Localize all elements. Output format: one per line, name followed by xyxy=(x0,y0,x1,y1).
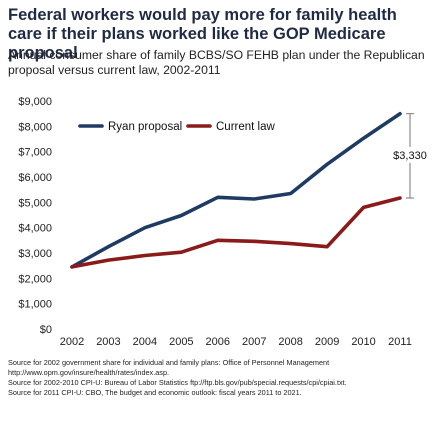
x-tick-label: 2005 xyxy=(169,336,193,348)
source-line: Source for 2002-2010 CPI-U: Bureau of La… xyxy=(8,377,347,387)
legend-label: Current law xyxy=(216,121,275,133)
series-line xyxy=(70,196,402,269)
x-tick-label: 2003 xyxy=(96,336,120,348)
y-tick-label: $1,000 xyxy=(18,299,52,311)
x-tick-label: 2004 xyxy=(133,336,157,348)
y-tick-label: $4,000 xyxy=(18,223,52,235)
chart-subtitle: Annual consumer share of family BCBS/SO … xyxy=(8,48,425,77)
y-tick-label: $5,000 xyxy=(18,197,52,209)
y-tick-label: $8,000 xyxy=(18,121,52,133)
annotation-label: $3,330 xyxy=(393,150,427,162)
chart-title: Federal workers would pay more for famil… xyxy=(8,6,397,62)
source-line: Source for 2002 government share for ind… xyxy=(8,358,330,367)
line-chart: $0 $1,000 $2,000 $3,000 $4,000 $5,000 $6,000 $7… xyxy=(18,96,433,348)
x-tick-label: 2008 xyxy=(278,336,302,348)
annotation-label-bg xyxy=(387,146,433,163)
y-tick-label: $2,000 xyxy=(18,273,52,285)
x-tick-label: 2009 xyxy=(315,336,339,348)
y-tick-label: $0 xyxy=(40,324,52,336)
x-tick-label: 2006 xyxy=(206,336,230,348)
y-tick-label: $6,000 xyxy=(18,172,52,184)
source-line: Source for 2011 CPI-U: CBO, The budget a… xyxy=(8,387,302,397)
source-notes: Source for 2002 government share for ind… xyxy=(8,358,436,398)
x-tick-label: 2002 xyxy=(60,336,84,348)
legend-label: Ryan proposal xyxy=(108,121,182,133)
chart-axes: $0 $1,000 $2,000 $3,000 $4,000 $5,000 $6,000 $7… xyxy=(18,96,411,348)
chart-annotation: $3,330 xyxy=(387,113,433,199)
series-line xyxy=(70,111,402,269)
y-tick-label: $7,000 xyxy=(18,147,52,159)
chart-legend: Ryan proposal Current law xyxy=(78,121,275,133)
x-tick-label: 2011 xyxy=(388,336,412,348)
x-tick-label: 2007 xyxy=(242,336,266,348)
y-tick-label: $3,000 xyxy=(18,248,52,260)
x-tick-label: 2010 xyxy=(351,336,375,348)
y-tick-label: $9,000 xyxy=(18,96,52,108)
chart-lines xyxy=(70,111,402,269)
source-line: http://www.opm.gov/insure/health/rates/i… xyxy=(8,367,170,377)
